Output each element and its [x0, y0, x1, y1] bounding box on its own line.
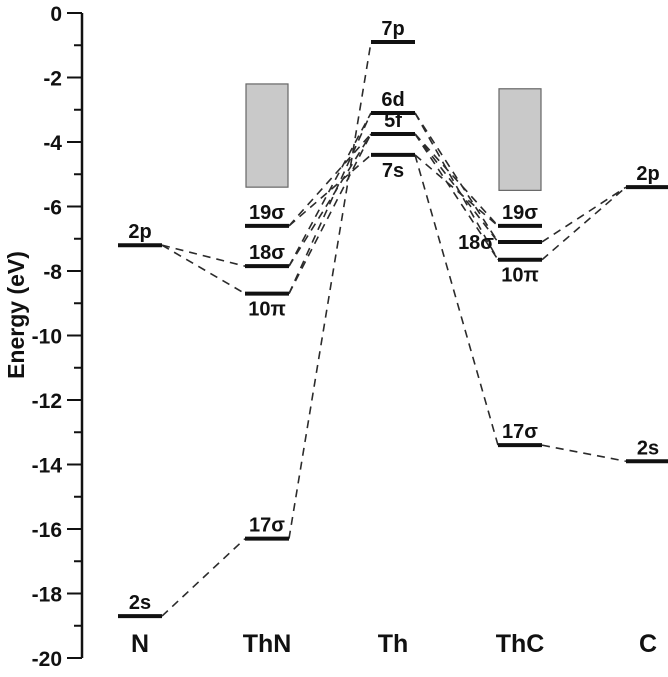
y-tick-label: -16	[32, 519, 62, 542]
correlation-line-Th.6d-ThC.18σ	[414, 112, 499, 243]
correlation-line-ThC.18σ-C.2p	[541, 186, 627, 243]
level-label-ThC-10π: 10π	[501, 265, 539, 287]
y-tick-label: -2	[43, 68, 62, 91]
correlation-line-ThN.19σ-Th.5f	[288, 133, 372, 227]
level-label-ThC-19σ: 19σ	[502, 202, 538, 224]
category-label-ThN: ThN	[243, 630, 292, 658]
y-tick-label: -8	[43, 261, 62, 284]
correlation-line-ThC.10π-C.2p	[541, 186, 627, 261]
y-tick-label: -12	[32, 390, 62, 413]
correlation-line-N.2p-ThN.10π	[161, 244, 246, 295]
level-label-ThN-10π: 10π	[248, 299, 286, 321]
category-label-C: C	[639, 630, 657, 658]
level-label-ThN-18σ: 18σ	[249, 242, 285, 264]
correlation-line-Th.7s-ThC.19σ	[414, 154, 499, 227]
correlation-line-ThN.18σ-Th.6d	[288, 112, 372, 267]
y-tick-label: -14	[32, 455, 63, 478]
correlation-line-ThC.17σ-C.2s	[541, 444, 627, 463]
level-label-Th-7s: 7s	[382, 160, 404, 182]
y-tick-label: -20	[32, 648, 62, 671]
level-label-N-2s: 2s	[129, 592, 151, 614]
y-tick-label: -4	[43, 132, 62, 155]
y-tick-label: -10	[32, 326, 62, 349]
level-label-Th-7p: 7p	[381, 18, 404, 40]
category-label-ThC: ThC	[496, 630, 545, 658]
level-label-ThC-17σ: 17σ	[502, 421, 538, 443]
correlation-line-N.2p-ThN.18σ	[161, 244, 246, 267]
correlation-line-Th.5f-ThC.10π	[414, 133, 499, 261]
level-label-Th-5f: 5f	[384, 110, 402, 132]
correlation-line-ThN.19σ-Th.7s	[288, 154, 372, 227]
y-tick-label: 0	[50, 3, 62, 26]
correlation-line-ThN.10π-Th.5f	[288, 133, 372, 294]
shaded-band-ThC	[498, 88, 542, 191]
level-label-N-2p: 2p	[128, 221, 151, 243]
correlation-line-ThN.18σ-Th.5f	[288, 133, 372, 267]
shaded-band-ThN	[245, 83, 289, 188]
level-label-C-2s: 2s	[637, 437, 659, 459]
y-axis-title: Energy (eV)	[3, 251, 29, 379]
level-label-ThN-19σ: 19σ	[249, 202, 285, 224]
level-label-Th-6d: 6d	[381, 89, 404, 111]
correlation-line-Th.5f-ThC.19σ	[414, 133, 499, 227]
level-label-ThN-17σ: 17σ	[249, 515, 285, 537]
correlation-line-N.2s-ThN.17σ	[161, 538, 246, 617]
correlation-line-ThN.10π-Th.6d	[288, 112, 372, 294]
level-label-C-2p: 2p	[636, 163, 659, 185]
correlation-line-Th.5f-ThC.18σ	[414, 133, 499, 243]
y-tick-label: -18	[32, 584, 63, 607]
category-label-N: N	[131, 630, 149, 658]
correlation-line-Th.6d-ThC.10π	[414, 112, 499, 261]
level-label-ThC-18σ: 18σ	[458, 232, 494, 254]
category-label-Th: Th	[378, 630, 409, 658]
y-tick-label: -6	[43, 197, 62, 220]
